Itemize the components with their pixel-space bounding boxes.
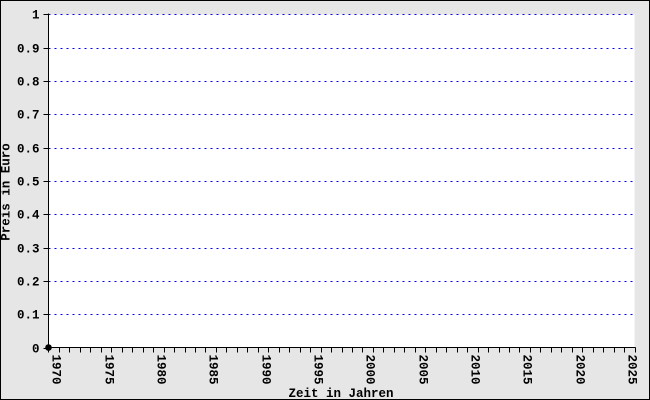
svg-text:2005: 2005 bbox=[416, 355, 430, 385]
svg-text:0: 0 bbox=[32, 343, 40, 357]
svg-text:1985: 1985 bbox=[206, 355, 220, 385]
svg-text:0.9: 0.9 bbox=[17, 43, 40, 57]
svg-text:0.2: 0.2 bbox=[17, 276, 40, 290]
svg-text:0.5: 0.5 bbox=[17, 176, 40, 190]
svg-text:0.6: 0.6 bbox=[17, 143, 40, 157]
svg-text:1995: 1995 bbox=[311, 355, 325, 385]
svg-text:1980: 1980 bbox=[154, 355, 168, 385]
svg-text:0.7: 0.7 bbox=[17, 109, 40, 123]
svg-text:0.8: 0.8 bbox=[17, 76, 40, 90]
svg-text:2025: 2025 bbox=[625, 355, 639, 385]
svg-text:0.3: 0.3 bbox=[17, 243, 40, 257]
svg-text:1975: 1975 bbox=[102, 355, 116, 385]
svg-text:2020: 2020 bbox=[573, 355, 587, 385]
svg-text:0.4: 0.4 bbox=[17, 209, 40, 223]
svg-text:2010: 2010 bbox=[468, 355, 482, 385]
svg-text:2000: 2000 bbox=[363, 355, 377, 385]
svg-text:1990: 1990 bbox=[259, 355, 273, 385]
svg-text:2015: 2015 bbox=[520, 355, 534, 385]
svg-text:1970: 1970 bbox=[49, 355, 63, 385]
svg-text:0.1: 0.1 bbox=[17, 309, 40, 323]
svg-text:1: 1 bbox=[32, 9, 40, 23]
